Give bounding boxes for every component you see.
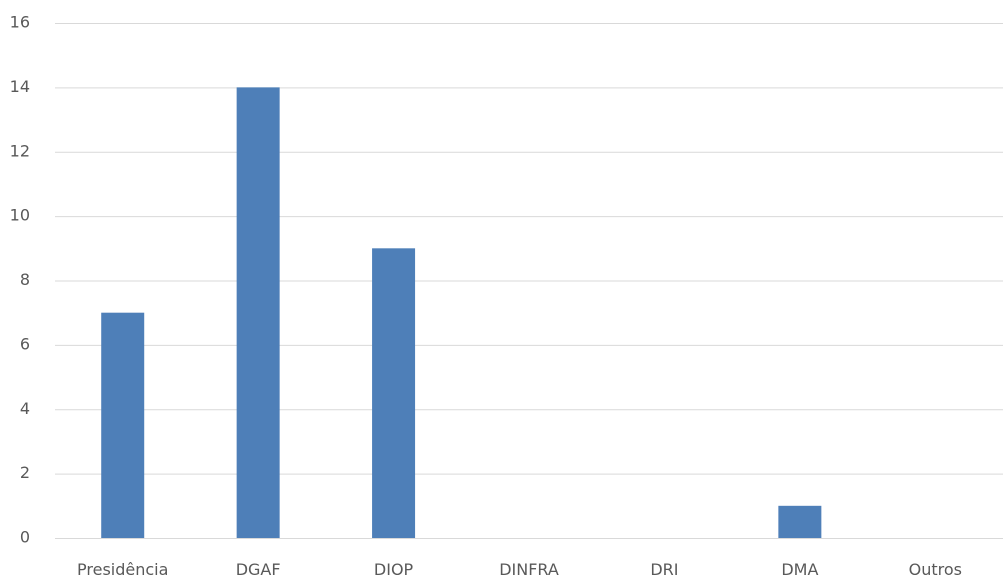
gridlines: [55, 23, 1003, 539]
y-tick-label: 14: [10, 77, 30, 96]
x-category-label: DINFRA: [499, 560, 559, 579]
x-category-label: DRI: [650, 560, 678, 579]
bar-dma: [778, 505, 822, 538]
y-tick-label: 4: [20, 399, 30, 418]
y-tick-label: 6: [20, 334, 30, 353]
y-tick-label: 12: [10, 141, 30, 160]
x-category-label: Presidência: [77, 560, 168, 579]
x-category-label: DIOP: [374, 560, 414, 579]
bar-diop: [372, 248, 416, 538]
bar-presidência: [101, 312, 145, 538]
x-axis-category-labels: Presidência DGAF DIOP DINFRA DRI DMA Outros: [77, 560, 962, 579]
x-category-label: DMA: [781, 560, 818, 579]
y-tick-label: 8: [20, 270, 30, 289]
x-category-label: DGAF: [236, 560, 281, 579]
y-tick-label: 16: [10, 13, 30, 32]
y-tick-label: 2: [20, 463, 30, 482]
x-category-label: Outros: [909, 560, 962, 579]
bars: [101, 87, 822, 538]
bar-dgaf: [236, 87, 280, 538]
y-axis-tick-labels: 0 2 4 6 8 10 12 14 16: [10, 13, 30, 547]
y-tick-label: 10: [10, 206, 30, 225]
y-tick-label: 0: [20, 528, 30, 547]
